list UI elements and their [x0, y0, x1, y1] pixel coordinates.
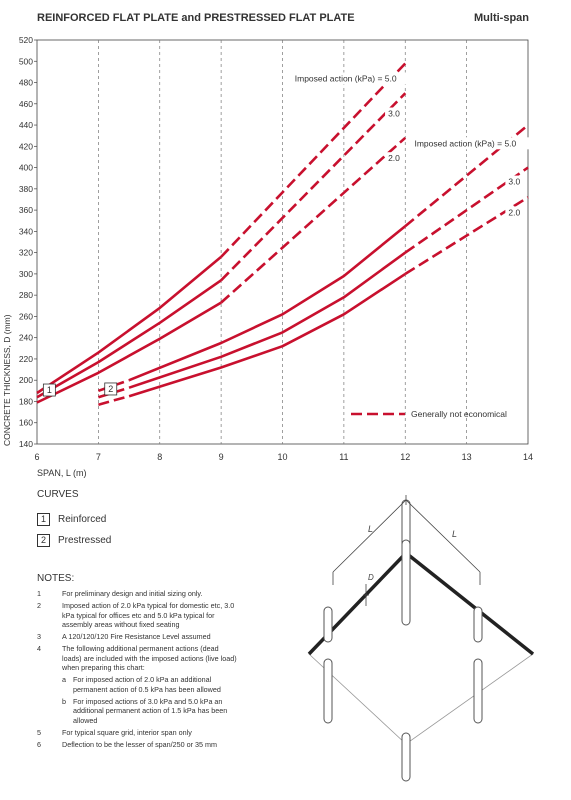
y-tick-label: 380 — [19, 184, 33, 194]
curve-annotation: 2.0 — [388, 153, 400, 163]
curve-number-box — [42, 383, 56, 397]
curve-key-label: Prestressed — [58, 535, 112, 546]
y-tick-label: 180 — [19, 396, 33, 406]
curve-annotation: Imposed action (kPa) = 5.0 — [295, 73, 397, 83]
series-line-dashed — [404, 166, 529, 254]
note-subitem: b For imposed actions of 3.0 kPa and 5.0 … — [62, 696, 228, 725]
x-tick-label: 10 — [277, 452, 287, 462]
curve-number-label: 1 — [47, 385, 52, 395]
curve-key-box: 2 — [37, 534, 50, 547]
thickness-chart: 6 7 8 9 10 11 12 13 1414016018020022024026028030… — [2, 35, 538, 478]
x-tick-label: 8 — [157, 452, 162, 462]
y-tick-label: 360 — [19, 205, 33, 215]
curve-key-label: Reinforced — [58, 514, 107, 525]
series-line-solid — [36, 301, 222, 404]
curve-number-box — [104, 382, 118, 396]
series-line-solid — [128, 272, 407, 398]
annotation-backdrop — [505, 206, 526, 219]
annotation-backdrop — [505, 175, 526, 188]
thickness-marker — [363, 584, 369, 606]
note-item: 1 For preliminary design and initial sizi… — [37, 589, 203, 598]
x-tick-label: 7 — [96, 452, 101, 462]
note-item: 4 The following additional permanent acti… — [37, 644, 237, 673]
annotation-backdrop — [411, 137, 538, 150]
chart-subtitle: Multi-span — [474, 12, 529, 24]
series-line-dashed — [98, 394, 130, 406]
span-label-right: L — [452, 529, 457, 539]
series-line-solid — [36, 255, 222, 395]
y-tick-label: 520 — [19, 35, 33, 45]
x-axis-title: SPAN, L (m) — [37, 468, 87, 478]
y-tick-label: 320 — [19, 248, 33, 258]
x-tick-label: 12 — [400, 452, 410, 462]
curves-heading: CURVES — [37, 489, 79, 500]
x-tick-label: 9 — [219, 452, 224, 462]
flat-plate-diagram: L L D — [307, 495, 535, 782]
x-tick-label: 6 — [34, 452, 39, 462]
annotation-backdrop — [385, 107, 405, 120]
x-tick-label: 14 — [523, 452, 533, 462]
y-tick-label: 260 — [19, 311, 33, 321]
slab-outline — [308, 552, 534, 745]
y-tick-label: 400 — [19, 163, 33, 173]
y-tick-label: 460 — [19, 99, 33, 109]
curve-annotation: 2.0 — [508, 207, 520, 217]
note-item: 6 Deflection to be the lesser of span/250… — [37, 740, 218, 750]
notes-heading: NOTES: — [37, 573, 75, 584]
curve-annotation: 3.0 — [508, 177, 520, 187]
note-subitem: a For imposed action of 2.0 kPa an additi… — [62, 675, 221, 694]
curve-key-prestressed: 2 Prestressed — [37, 534, 111, 547]
y-tick-label: 340 — [19, 226, 33, 236]
y-tick-label: 140 — [19, 439, 33, 449]
annotation-backdrop — [385, 152, 405, 165]
curve-annotation: Imposed action (kPa) = 5.0 — [414, 138, 516, 148]
series-line-solid — [128, 225, 407, 382]
note-item: 5 For typical square grid, interior span … — [37, 727, 192, 737]
y-tick-label: 420 — [19, 141, 33, 151]
dimension-lines — [332, 495, 481, 585]
y-tick-label: 220 — [19, 354, 33, 364]
series-line-dashed — [220, 62, 407, 258]
curve-annotation: 3.0 — [388, 109, 400, 119]
y-tick-label: 480 — [19, 78, 33, 88]
y-axis-title: CONCRETE THICKNESS, D (mm) — [2, 314, 12, 446]
y-tick-label: 300 — [19, 269, 33, 279]
series-line-solid — [36, 279, 222, 399]
note-item: 2 Imposed action of 2.0 kPa typical for d… — [37, 601, 235, 629]
annotation-backdrop — [291, 72, 418, 85]
series-line-solid — [128, 251, 407, 389]
x-tick-label: 13 — [462, 452, 472, 462]
series-line-dashed — [220, 92, 407, 282]
notes-list: 1 For preliminary design and initial sizi… — [37, 589, 237, 752]
y-tick-label: 500 — [19, 56, 33, 66]
y-tick-label: 160 — [19, 418, 33, 428]
curve-number-label: 2 — [108, 384, 113, 394]
span-label-left: L — [368, 524, 373, 534]
curve-key-box: 1 — [37, 513, 50, 526]
columns — [323, 539, 483, 782]
slab-edge — [307, 550, 535, 656]
y-tick-label: 440 — [19, 120, 33, 130]
x-tick-label: 11 — [339, 452, 348, 462]
chart-title: REINFORCED FLAT PLATE and PRESTRESSED FL… — [37, 12, 355, 24]
y-tick-label: 280 — [19, 290, 33, 300]
depth-label: D — [368, 573, 374, 582]
series-line-dashed — [220, 136, 407, 304]
y-tick-label: 240 — [19, 333, 33, 343]
legend-label: Generally not economical — [411, 409, 507, 419]
y-tick-label: 200 — [19, 375, 33, 385]
curve-key-reinforced: 1 Reinforced — [37, 513, 106, 526]
